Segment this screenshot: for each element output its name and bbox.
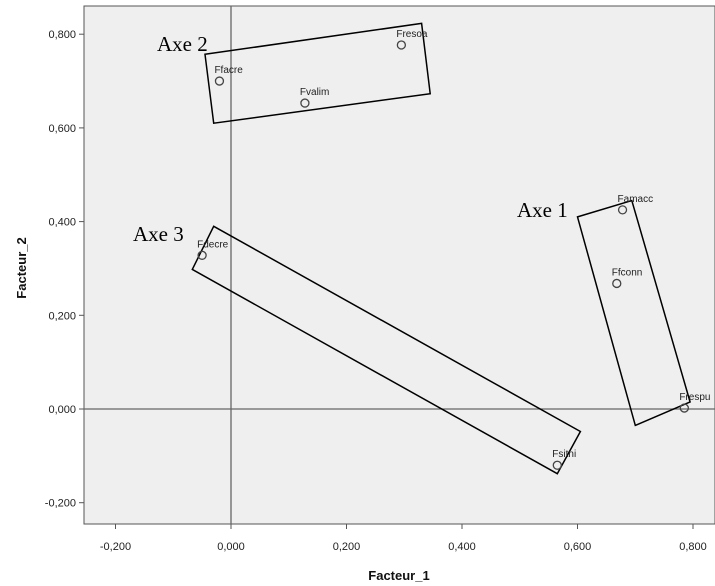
point-label: Ffacre (214, 65, 243, 76)
point-label: Fresoa (396, 29, 428, 40)
point-label: Famacc (618, 194, 654, 205)
data-point (214, 76, 225, 86)
x-axis-title: Facteur_1 (368, 568, 429, 583)
group-label: Axe 2 (157, 32, 208, 56)
point-label: Frespu (679, 392, 710, 403)
x-tick-label: 0,600 (564, 541, 592, 553)
x-tick-label: 0,400 (448, 541, 476, 553)
x-tick-label: 0,200 (333, 541, 361, 553)
data-point (197, 250, 207, 260)
group-outline (191, 225, 582, 475)
x-tick-label: -0,200 (100, 541, 131, 553)
x-tick-label: 0,800 (679, 541, 707, 553)
data-point (679, 403, 689, 413)
group-outline (576, 199, 692, 427)
group-outline (204, 22, 432, 125)
data-point (612, 278, 622, 289)
plot-area (83, 5, 715, 525)
x-tick-label: 0,000 (217, 541, 245, 553)
data-point (552, 460, 562, 470)
y-axis-title: Facteur_2 (14, 237, 29, 298)
group-label: Axe 3 (133, 222, 184, 246)
y-tick-label: 0,000 (48, 404, 76, 416)
y-tick-label: -0,200 (45, 498, 76, 510)
y-tick-label: 0,200 (48, 310, 76, 322)
point-label: Fdecre (197, 239, 229, 250)
point-label: Fvalim (300, 87, 329, 98)
y-tick-label: 0,800 (48, 29, 76, 41)
group-label: Axe 1 (517, 198, 568, 222)
y-tick-label: 0,600 (48, 123, 76, 135)
point-label: Ffconn (612, 267, 643, 278)
y-tick-label: 0,400 (48, 217, 76, 229)
data-point (300, 98, 310, 108)
data-point (396, 40, 407, 50)
point-label: Fsitni (552, 449, 576, 460)
data-point (617, 205, 628, 215)
